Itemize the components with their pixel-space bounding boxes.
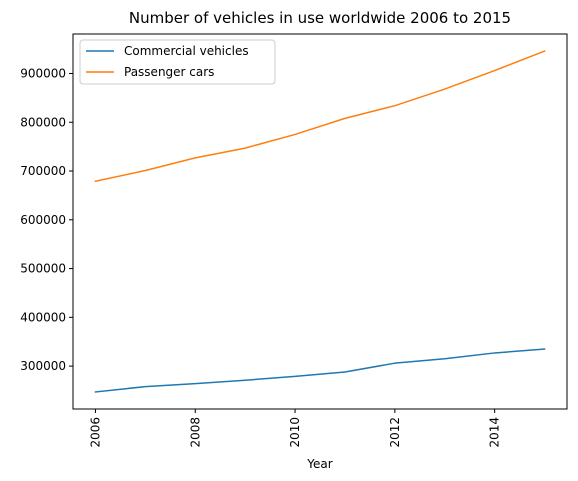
plot-frame xyxy=(72,33,568,410)
y-tick-label: 700000 xyxy=(20,164,66,178)
chart-title: Number of vehicles in use worldwide 2006… xyxy=(129,9,511,27)
x-tick-label: 2006 xyxy=(88,417,102,448)
y-axis: 300000 400000 500000 600000 700000 800000 9000… xyxy=(20,66,73,373)
legend: Commercial vehicles Passenger cars xyxy=(79,39,276,85)
y-tick-label: 500000 xyxy=(20,262,66,276)
y-tick-label: 800000 xyxy=(20,115,66,129)
y-tick-label: 300000 xyxy=(20,359,66,373)
x-tick-label: 2010 xyxy=(288,417,302,448)
x-tick-label: 2014 xyxy=(488,417,502,448)
x-axis-label: Year xyxy=(306,457,332,471)
series-lines xyxy=(94,50,546,393)
x-axis: 2006 2008 2010 2012 2014 xyxy=(88,409,502,448)
x-tick-label: 2012 xyxy=(388,417,402,448)
x-tick-label: 2008 xyxy=(188,417,202,448)
legend-box xyxy=(79,39,276,85)
legend-label: Commercial vehicles xyxy=(124,44,249,58)
series-line-passenger-cars xyxy=(94,50,546,183)
y-tick-label: 400000 xyxy=(20,310,66,324)
y-tick-label: 600000 xyxy=(20,213,66,227)
y-tick-label: 900000 xyxy=(20,66,66,80)
legend-label: Passenger cars xyxy=(124,65,214,79)
series-line-commercial-vehicles xyxy=(94,348,546,393)
